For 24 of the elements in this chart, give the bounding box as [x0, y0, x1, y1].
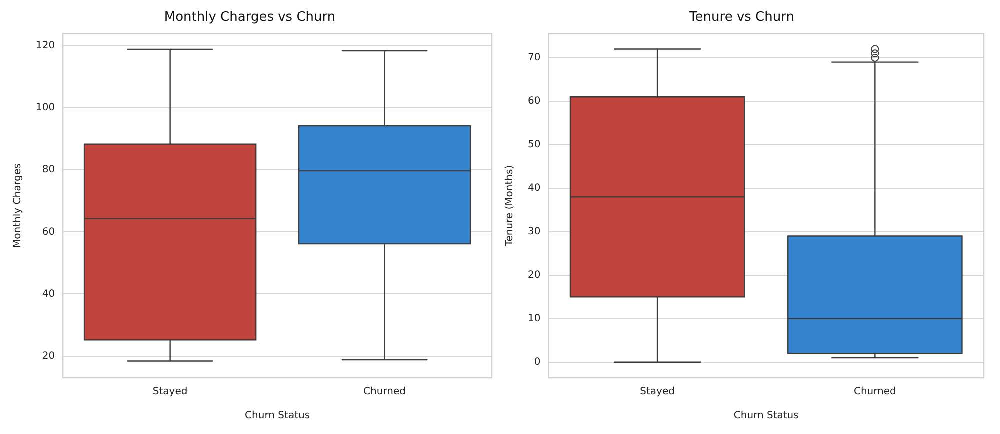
x-axis-title: Churn Status [734, 410, 799, 422]
y-tick-label: 60 [528, 96, 541, 108]
x-axis-title: Churn Status [245, 410, 310, 422]
y-tick-label: 50 [528, 140, 541, 151]
y-axis-title: Monthly Charges [12, 164, 24, 248]
y-tick-label: 30 [528, 226, 541, 238]
y-tick-label: 20 [42, 350, 56, 362]
y-axis-title: Tenure (Months) [504, 165, 516, 248]
x-tick-label: Stayed [152, 386, 188, 398]
y-tick-label: 120 [36, 40, 56, 52]
y-tick-label: 100 [36, 102, 56, 114]
y-tick-label: 20 [528, 270, 541, 281]
y-tick-label: 40 [528, 183, 541, 194]
chart-title: Tenure vs Churn [688, 10, 794, 26]
x-tick-label: Stayed [640, 386, 675, 398]
x-tick-label: Churned [364, 386, 406, 398]
y-tick-label: 10 [528, 313, 541, 324]
x-tick-label: Churned [854, 386, 896, 398]
y-tick-label: 80 [42, 164, 56, 176]
y-tick-label: 0 [534, 356, 541, 368]
y-tick-label: 70 [528, 52, 541, 64]
y-tick-label: 60 [42, 226, 56, 238]
y-tick-label: 40 [42, 288, 56, 300]
chart-title: Monthly Charges vs Churn [164, 10, 336, 26]
